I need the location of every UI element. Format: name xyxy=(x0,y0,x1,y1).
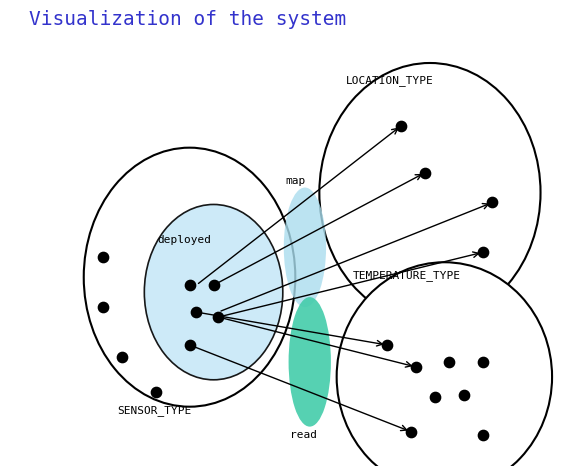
Ellipse shape xyxy=(84,148,295,407)
Point xyxy=(192,308,201,316)
Point xyxy=(421,169,430,177)
Ellipse shape xyxy=(289,297,331,426)
Text: Visualization of the system: Visualization of the system xyxy=(29,10,346,29)
Point xyxy=(214,313,223,321)
Point xyxy=(185,341,194,349)
Point xyxy=(98,253,107,261)
Point xyxy=(478,248,487,256)
Text: deployed: deployed xyxy=(158,235,212,245)
Ellipse shape xyxy=(336,262,552,476)
Point xyxy=(185,281,194,289)
Ellipse shape xyxy=(144,205,283,380)
Text: TEMPERATURE_TYPE: TEMPERATURE_TYPE xyxy=(353,270,461,281)
Text: read: read xyxy=(290,430,317,440)
Point xyxy=(430,393,439,400)
Point xyxy=(411,363,420,371)
Ellipse shape xyxy=(320,63,540,322)
Point xyxy=(444,358,454,366)
Point xyxy=(406,428,415,436)
Point xyxy=(382,341,392,349)
Text: LOCATION_TYPE: LOCATION_TYPE xyxy=(346,75,434,86)
Point xyxy=(209,281,218,289)
Point xyxy=(396,122,406,129)
Text: map: map xyxy=(286,176,306,186)
Text: SENSOR_TYPE: SENSOR_TYPE xyxy=(117,405,192,416)
Point xyxy=(98,303,107,311)
Point xyxy=(117,353,127,361)
Point xyxy=(151,388,160,396)
Point xyxy=(488,198,497,206)
Point xyxy=(478,358,487,366)
Point xyxy=(459,391,468,398)
Point xyxy=(478,431,487,438)
Ellipse shape xyxy=(284,188,326,307)
